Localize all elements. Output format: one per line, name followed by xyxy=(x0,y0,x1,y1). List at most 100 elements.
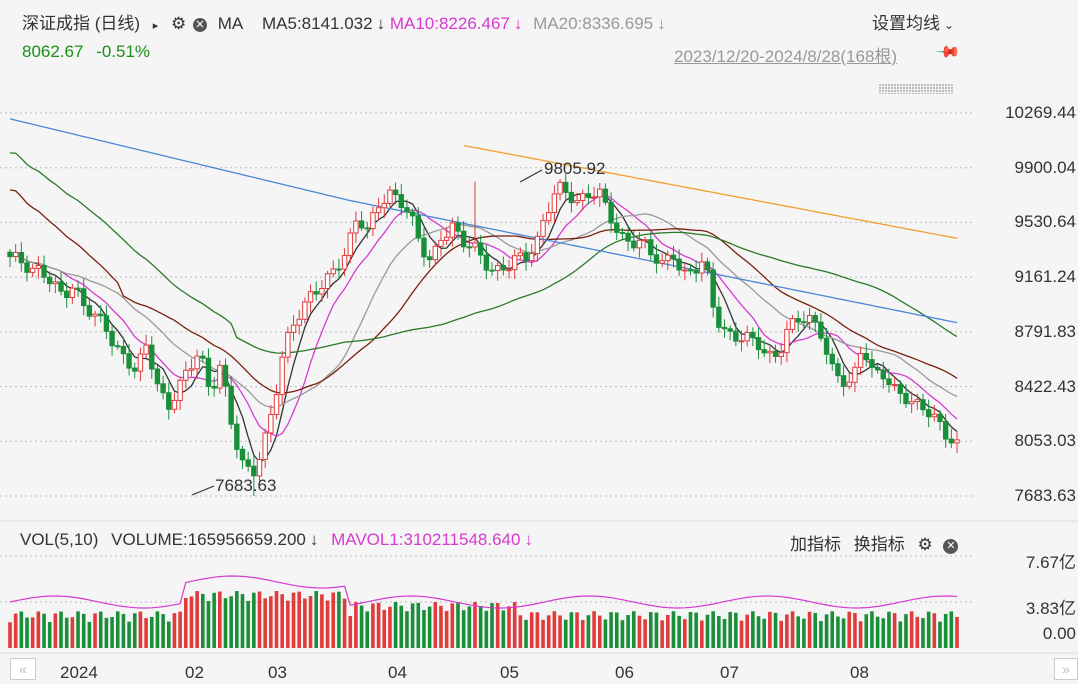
candle-up xyxy=(580,193,586,201)
ma250-line xyxy=(463,144,958,239)
x-tick-label: 07 xyxy=(720,663,739,682)
volume-bar xyxy=(790,611,795,648)
volume-bar xyxy=(473,602,477,648)
volume-bar xyxy=(779,620,784,648)
volume-bar xyxy=(507,606,511,648)
candle-down xyxy=(733,330,739,342)
candle-up xyxy=(914,399,921,403)
candle-down xyxy=(409,211,416,217)
close-circle-icon[interactable]: ✕ xyxy=(943,539,959,554)
volume-bar xyxy=(870,611,874,648)
volume-bar xyxy=(802,618,806,648)
candle-up xyxy=(665,254,671,262)
volume-bar xyxy=(427,606,432,648)
candle-up xyxy=(52,281,59,285)
volume-bar xyxy=(683,619,687,648)
volume-bar xyxy=(132,613,137,648)
volume-bar xyxy=(144,618,148,648)
candle-down xyxy=(81,288,87,307)
candle-down xyxy=(795,318,801,323)
scroll-left-button[interactable]: « xyxy=(10,658,36,680)
volume-bar xyxy=(756,616,761,648)
volume-bar xyxy=(529,612,534,648)
close-circle-icon[interactable]: ✕ xyxy=(193,18,208,32)
volume-bar xyxy=(700,620,704,648)
volume-bar xyxy=(637,615,642,648)
volume-bar xyxy=(586,615,591,648)
volume-bar xyxy=(819,621,823,648)
candle-up xyxy=(262,432,268,460)
candle-down xyxy=(886,378,892,386)
candle-up xyxy=(29,267,36,273)
scroll-handle-grip[interactable] xyxy=(878,83,954,94)
volume-bar xyxy=(495,603,500,648)
candle-up xyxy=(268,413,274,434)
candle-up xyxy=(171,399,178,410)
candle-up xyxy=(370,212,376,230)
volume-bar xyxy=(614,612,619,648)
gear-icon[interactable]: ⚙ xyxy=(171,14,187,33)
volume-bar xyxy=(552,611,557,648)
down-arrow-icon: ↓ xyxy=(309,530,319,549)
volume-bar xyxy=(813,612,818,648)
candle-down xyxy=(103,315,110,332)
volume-bar xyxy=(439,605,443,648)
candle-up xyxy=(529,253,535,262)
down-arrow-icon: ↓ xyxy=(513,14,523,33)
price-tick-label: 9161.24 xyxy=(1014,267,1076,287)
volume-bar xyxy=(218,591,222,648)
last-price: 8062.67 xyxy=(22,42,84,61)
volume-bar xyxy=(773,612,778,648)
candle-down xyxy=(245,459,251,467)
volume-bar xyxy=(745,614,749,648)
scroll-right-button[interactable]: » xyxy=(1054,658,1078,680)
ma30-line xyxy=(9,189,958,394)
candle-up xyxy=(353,220,359,234)
volume-bar xyxy=(331,592,336,648)
candle-up xyxy=(954,439,960,444)
volume-bar xyxy=(115,611,120,648)
triangle-right-icon[interactable]: ▸ xyxy=(152,20,159,32)
volume-bar xyxy=(138,611,143,648)
volume-bar xyxy=(535,612,540,648)
candle-down xyxy=(251,465,257,477)
candle-up xyxy=(534,235,541,255)
volume-bar xyxy=(155,611,160,648)
volume-bar xyxy=(938,621,942,648)
volume-bar xyxy=(19,611,24,648)
price-tick-label: 8791.83 xyxy=(1014,321,1076,341)
annot-high-arrow xyxy=(519,169,543,183)
switch-indicator-button[interactable]: 换指标 xyxy=(853,535,905,554)
volume-bar xyxy=(768,611,772,648)
candle-up xyxy=(557,181,563,195)
settings-ma-button[interactable]: 设置均线 ⌄ xyxy=(872,9,954,34)
volume-bar xyxy=(325,600,330,648)
volume-bar xyxy=(478,605,483,648)
candle-up xyxy=(574,199,580,204)
volume-bar xyxy=(450,603,455,648)
candle-down xyxy=(880,369,886,380)
candle-down xyxy=(942,420,949,440)
annot-low-arrow xyxy=(191,485,215,496)
volume-bar xyxy=(104,617,109,648)
candle-down xyxy=(716,306,722,328)
x-tick-label: 2024 xyxy=(60,663,98,682)
candle-up xyxy=(449,222,456,238)
volume-bar xyxy=(467,606,472,648)
candle-down xyxy=(200,355,206,359)
volume-bar xyxy=(512,602,517,648)
volume-bar xyxy=(149,616,154,648)
volume-bar xyxy=(286,600,290,648)
volume-bar xyxy=(393,602,398,648)
candle-up xyxy=(143,344,149,355)
add-indicator-button[interactable]: 加指标 xyxy=(790,535,841,554)
candle-down xyxy=(86,305,93,317)
gear-icon[interactable]: ⚙ xyxy=(917,535,933,554)
volume-bar xyxy=(711,611,715,648)
volume-bar xyxy=(303,598,307,648)
volume-bar xyxy=(166,621,171,648)
volume-bar xyxy=(943,613,948,648)
volume-bar xyxy=(263,598,267,648)
candle-down xyxy=(222,364,229,387)
volume-bar xyxy=(291,592,296,648)
